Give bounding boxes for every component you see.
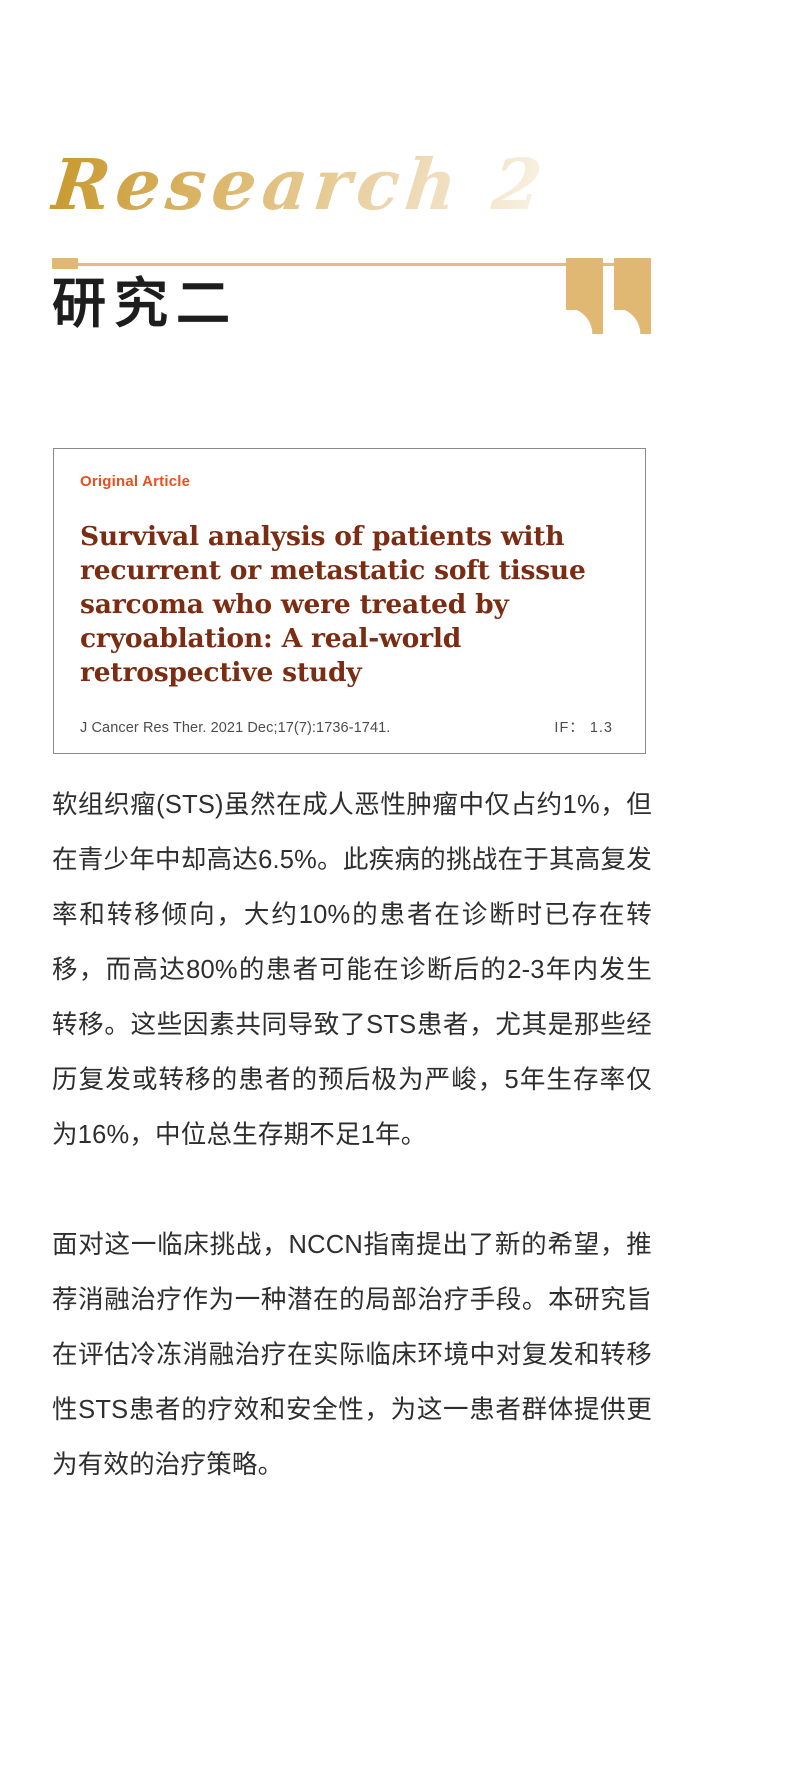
- page-header: Research 2 研究二: [0, 0, 800, 400]
- quote-glyph-right: [614, 258, 651, 334]
- article-type-label: Original Article: [80, 473, 191, 490]
- body-paragraph: 面对这一临床挑战，NCCN指南提出了新的希望，推荐消融治疗作为一种潜在的局部治疗…: [52, 1231, 652, 1479]
- article-body: 软组织瘤(STS)虽然在成人恶性肿瘤中仅占约1%，但在青少年中却高达6.5%。此…: [52, 778, 652, 1493]
- impact-factor-badge: IF： 1.3: [554, 719, 613, 736]
- article-meta-row: J Cancer Res Ther. 2021 Dec;17(7):1736-1…: [80, 712, 619, 753]
- quote-glyph-right-tail: [614, 304, 651, 334]
- quote-glyph-left-tail: [566, 304, 603, 334]
- article-card[interactable]: Original Article Survival analysis of pa…: [53, 448, 646, 754]
- article-title: Survival analysis of patients with recur…: [80, 521, 586, 688]
- quote-mark-icon: [566, 258, 658, 334]
- quote-glyph-right-stem: [614, 258, 651, 310]
- body-paragraph: 软组织瘤(STS)虽然在成人恶性肿瘤中仅占约1%，但在青少年中却高达6.5%。此…: [52, 791, 652, 1149]
- quote-glyph-left: [566, 258, 603, 334]
- page-title: 研究二: [52, 271, 238, 335]
- gold-divider-rule: [52, 263, 648, 266]
- research-script-title: Research 2: [47, 143, 552, 226]
- gold-divider-cap: [52, 258, 78, 269]
- quote-glyph-left-stem: [566, 258, 603, 310]
- journal-citation: J Cancer Res Ther. 2021 Dec;17(7):1736-1…: [80, 719, 391, 736]
